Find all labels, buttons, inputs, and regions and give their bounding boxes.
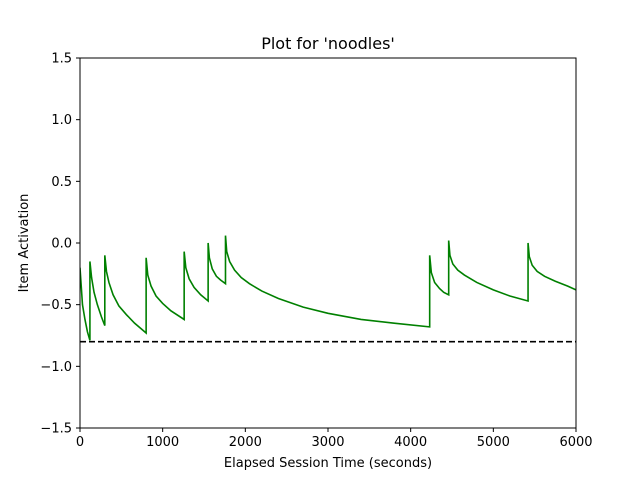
y-tick-label: 0.5 <box>51 175 72 190</box>
y-tick-label: 1.5 <box>51 52 72 67</box>
chart-title: Plot for 'noodles' <box>261 34 395 53</box>
x-tick-label: 2000 <box>229 435 262 450</box>
y-tick-label: −1.0 <box>40 360 72 375</box>
x-tick-label: 0 <box>76 435 84 450</box>
y-tick-label: 1.0 <box>51 113 72 128</box>
x-axis: 0 1000 2000 3000 4000 5000 6000 <box>76 428 593 450</box>
x-tick-label: 1000 <box>146 435 179 450</box>
y-tick-label: −1.5 <box>40 422 72 437</box>
x-tick-label: 6000 <box>559 435 592 450</box>
y-axis: −1.5 −1.0 −0.5 0.0 0.5 1.0 1.5 <box>40 52 80 437</box>
activation-series-line <box>80 235 576 341</box>
plot-frame <box>79 57 577 429</box>
y-axis-label: Item Activation <box>17 194 32 293</box>
y-tick-label: −0.5 <box>40 298 72 313</box>
x-tick-label: 4000 <box>394 435 427 450</box>
y-tick-label: 0.0 <box>51 237 72 252</box>
x-tick-label: 5000 <box>477 435 510 450</box>
plot-area <box>79 57 577 429</box>
x-tick-label: 3000 <box>311 435 344 450</box>
x-axis-label: Elapsed Session Time (seconds) <box>224 456 432 471</box>
